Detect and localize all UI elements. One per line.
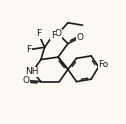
Text: F: F: [26, 45, 31, 54]
Text: Fo: Fo: [98, 60, 109, 69]
Text: O: O: [77, 33, 84, 42]
Text: O: O: [23, 76, 30, 85]
Text: O: O: [55, 29, 62, 38]
Text: F: F: [36, 29, 41, 38]
Text: F: F: [51, 31, 56, 40]
Text: NH: NH: [26, 67, 39, 76]
